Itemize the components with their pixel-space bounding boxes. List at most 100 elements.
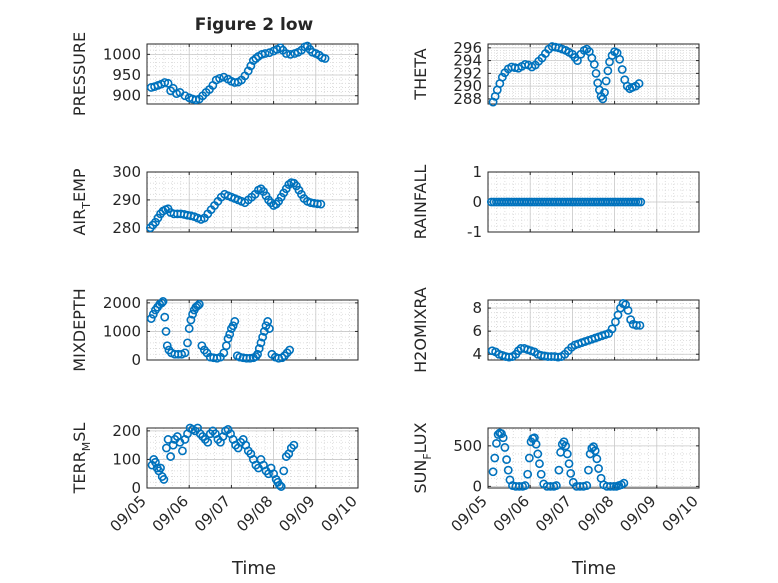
data-point — [500, 443, 510, 452]
data-point — [600, 88, 609, 97]
axes-box — [146, 43, 359, 105]
data-point — [160, 312, 170, 322]
y-tick-label: 900 — [112, 87, 141, 105]
y-tick-label: 6 — [472, 322, 482, 340]
data-point — [285, 345, 295, 355]
y-tick-label: 0 — [472, 193, 482, 211]
data-point — [289, 440, 299, 450]
axes-box — [146, 171, 359, 233]
data-point — [223, 334, 233, 343]
y-tick-label: 1 — [472, 163, 482, 181]
x-axis-title-right: Time — [571, 558, 616, 579]
data-point — [636, 197, 646, 207]
data-point — [183, 338, 192, 348]
data-point — [159, 475, 169, 484]
data-point — [230, 317, 240, 326]
y-axis-label-terrmsl: TERRMSL — [70, 423, 93, 495]
data-point — [590, 446, 600, 456]
data-point — [316, 199, 326, 209]
data-point — [603, 66, 613, 76]
x-axis-title-left: Time — [231, 558, 276, 579]
data-point — [615, 54, 625, 64]
data-point — [320, 54, 330, 63]
data-point — [180, 348, 190, 358]
data-point — [156, 463, 165, 473]
figure-title: Figure 2 low — [195, 15, 314, 35]
data-point — [562, 449, 572, 459]
x-tick-label: 09/10 — [318, 492, 361, 535]
y-tick-label: 290 — [112, 191, 141, 209]
y-label-rest: EMP — [70, 168, 89, 202]
data-point — [225, 329, 235, 339]
x-tick-label: 09/07 — [191, 492, 234, 535]
y-tick-label: 200 — [112, 422, 141, 440]
data-point — [166, 452, 176, 461]
y-tick-label: 950 — [112, 66, 141, 84]
y-label-subscript: F — [421, 453, 434, 459]
data-point — [594, 464, 603, 473]
data-point — [148, 309, 158, 319]
data-point — [194, 299, 204, 309]
data-point — [162, 341, 172, 351]
data-point — [536, 469, 546, 479]
data-point — [161, 327, 171, 336]
y-tick-label: -1 — [467, 223, 482, 241]
panel-sunflux: 0 500 SUNFLUX 09/0509/0609/0709/0809/0909/1… — [411, 422, 702, 535]
data-point — [275, 480, 284, 490]
data-point — [502, 455, 511, 465]
data-point — [520, 481, 530, 490]
data-point — [591, 68, 601, 78]
data-point — [601, 76, 611, 86]
data-point — [488, 467, 498, 477]
data-point — [221, 341, 231, 351]
panel-airtemp: 280 290 300 AIRTEMP — [70, 163, 359, 237]
data-point — [228, 321, 238, 331]
data-point — [243, 66, 253, 76]
data-point — [256, 338, 266, 348]
x-tick-label: 09/09 — [275, 492, 318, 535]
axes-box — [487, 427, 700, 489]
data-point — [589, 442, 598, 452]
data-point — [245, 353, 255, 363]
data-point — [151, 457, 160, 467]
panel-terrmsl: 0 100 200 TERRMSL 09/0509/0609/0709/0809/090… — [70, 422, 361, 536]
data-point — [180, 91, 190, 101]
y-tick-label: 300 — [112, 163, 141, 181]
y-tick-label: 500 — [453, 437, 482, 455]
data-point — [313, 199, 322, 209]
x-tick-label: 09/05 — [448, 492, 491, 535]
data-point — [158, 297, 168, 306]
x-tick-label: 09/05 — [107, 492, 150, 535]
data-point — [559, 437, 569, 447]
data-point — [523, 469, 533, 479]
data-point — [264, 324, 274, 333]
y-label-rest: SL — [70, 423, 89, 442]
data-point — [186, 315, 196, 325]
y-tick-label: 0 — [472, 477, 482, 495]
data-point — [626, 315, 636, 325]
y-axis-label-airtemp: AIRTEMP — [70, 168, 93, 235]
data-point — [146, 314, 156, 323]
y-label-main: SUN — [411, 460, 430, 494]
y-label-subscript: T — [80, 202, 93, 210]
x-tick-label: 09/08 — [233, 492, 276, 535]
data-point — [592, 454, 602, 464]
x-tick-label: 09/10 — [659, 492, 702, 535]
data-point — [635, 320, 645, 330]
data-point — [497, 72, 507, 82]
data-point — [215, 73, 224, 83]
y-tick-label: 288 — [453, 90, 482, 108]
data-point — [546, 481, 555, 491]
data-point — [253, 349, 262, 359]
data-point — [605, 481, 615, 491]
data-point — [203, 437, 213, 447]
data-point — [223, 425, 233, 434]
axes-box — [487, 299, 700, 361]
y-tick-label: 294 — [453, 52, 482, 70]
y-tick-label: 1000 — [103, 322, 141, 340]
data-point — [632, 320, 641, 330]
data-point — [619, 478, 629, 488]
data-point — [514, 481, 524, 491]
axes-box — [487, 43, 700, 105]
